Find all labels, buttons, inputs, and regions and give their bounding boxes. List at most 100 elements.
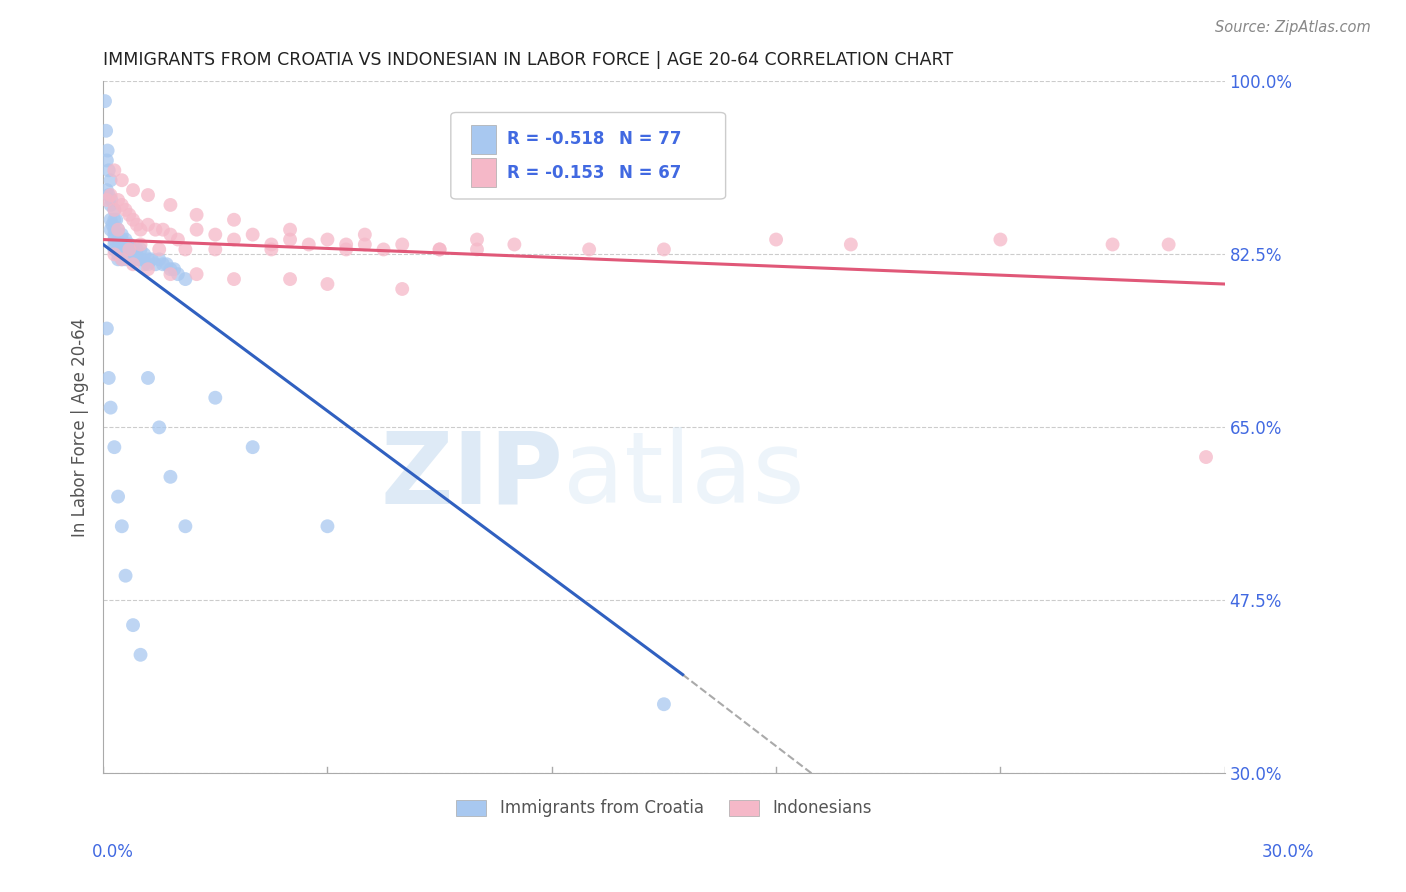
Point: [148, 252, 170, 267]
Text: IMMIGRANTS FROM CROATIA VS INDONESIAN IN LABOR FORCE | AGE 20-64 CORRELATION CHA: IMMIGRANTS FROM CROATIA VS INDONESIAN IN…: [103, 51, 953, 69]
Point: [103, 247, 125, 261]
Point: [111, 227, 134, 242]
Point: [111, 237, 134, 252]
Point: [100, 212, 122, 227]
Point: [129, 243, 152, 257]
FancyBboxPatch shape: [471, 158, 496, 187]
Point: [222, 233, 245, 247]
Point: [97, 188, 120, 202]
Point: [111, 233, 134, 247]
Point: [578, 243, 600, 257]
Point: [136, 262, 159, 277]
Point: [129, 252, 152, 267]
Point: [111, 519, 134, 533]
Text: N = 77: N = 77: [619, 130, 682, 148]
Point: [222, 272, 245, 286]
Point: [103, 233, 125, 247]
Y-axis label: In Labor Force | Age 20-64: In Labor Force | Age 20-64: [72, 318, 89, 537]
Point: [107, 490, 129, 504]
Point: [335, 243, 357, 257]
Point: [100, 193, 122, 207]
Point: [118, 247, 141, 261]
Point: [118, 243, 141, 257]
Point: [105, 212, 128, 227]
Point: [94, 94, 117, 108]
Point: [103, 440, 125, 454]
FancyBboxPatch shape: [471, 125, 496, 154]
Point: [111, 173, 134, 187]
Point: [118, 252, 141, 267]
Point: [1101, 237, 1123, 252]
Point: [145, 257, 167, 271]
Point: [152, 222, 174, 236]
Point: [114, 202, 136, 217]
Point: [465, 243, 488, 257]
Point: [391, 237, 413, 252]
Point: [111, 247, 134, 261]
Point: [278, 233, 301, 247]
Point: [136, 257, 159, 271]
Point: [114, 237, 136, 252]
Point: [107, 222, 129, 236]
Point: [97, 144, 120, 158]
Point: [353, 237, 375, 252]
Point: [167, 267, 190, 281]
Point: [204, 243, 226, 257]
Point: [186, 208, 208, 222]
Point: [159, 267, 181, 281]
Point: [465, 233, 488, 247]
Point: [96, 193, 118, 207]
Point: [204, 391, 226, 405]
Point: [159, 262, 181, 277]
Point: [114, 252, 136, 267]
Point: [103, 227, 125, 242]
Point: [103, 237, 125, 252]
Point: [159, 470, 181, 484]
Point: [118, 243, 141, 257]
Point: [152, 257, 174, 271]
Point: [111, 252, 134, 267]
Point: [118, 237, 141, 252]
Point: [100, 401, 122, 415]
Point: [129, 237, 152, 252]
Point: [316, 519, 339, 533]
Text: 0.0%: 0.0%: [91, 843, 134, 861]
Text: R = -0.153: R = -0.153: [508, 164, 605, 182]
Point: [107, 243, 129, 257]
Point: [839, 237, 862, 252]
Point: [156, 257, 179, 271]
Point: [129, 222, 152, 236]
Point: [1157, 237, 1180, 252]
Text: atlas: atlas: [562, 427, 804, 524]
Point: [136, 252, 159, 267]
Point: [114, 233, 136, 247]
Point: [107, 247, 129, 261]
Point: [134, 247, 156, 261]
Point: [103, 222, 125, 236]
Point: [163, 262, 186, 277]
Point: [122, 243, 145, 257]
Point: [222, 212, 245, 227]
Point: [204, 227, 226, 242]
Text: Source: ZipAtlas.com: Source: ZipAtlas.com: [1215, 20, 1371, 35]
Point: [129, 648, 152, 662]
Point: [145, 222, 167, 236]
Point: [260, 237, 283, 252]
Point: [103, 202, 125, 217]
Point: [174, 519, 197, 533]
Point: [159, 198, 181, 212]
Point: [94, 124, 117, 138]
Point: [122, 257, 145, 271]
Point: [107, 222, 129, 236]
Point: [96, 153, 118, 168]
Point: [125, 252, 148, 267]
Point: [100, 173, 122, 187]
Point: [159, 227, 181, 242]
Point: [122, 618, 145, 632]
Point: [101, 218, 124, 232]
Point: [429, 243, 451, 257]
Point: [97, 163, 120, 178]
Point: [335, 237, 357, 252]
Point: [97, 371, 120, 385]
Point: [114, 568, 136, 582]
